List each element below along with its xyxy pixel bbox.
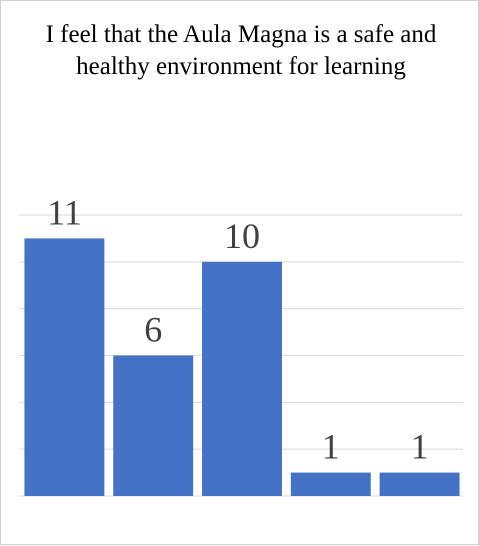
data-label: 11 [47, 192, 82, 232]
bar [24, 238, 105, 496]
chart-title: I feel that the Aula Magna is a safe and… [45, 21, 437, 80]
bar [290, 472, 371, 496]
bars [24, 238, 460, 496]
data-label: 10 [224, 216, 260, 256]
data-label: 1 [322, 427, 340, 467]
bar [113, 355, 194, 496]
bar [379, 472, 460, 496]
bar [202, 261, 282, 496]
data-label: 1 [411, 427, 429, 467]
data-label: 6 [144, 310, 162, 350]
